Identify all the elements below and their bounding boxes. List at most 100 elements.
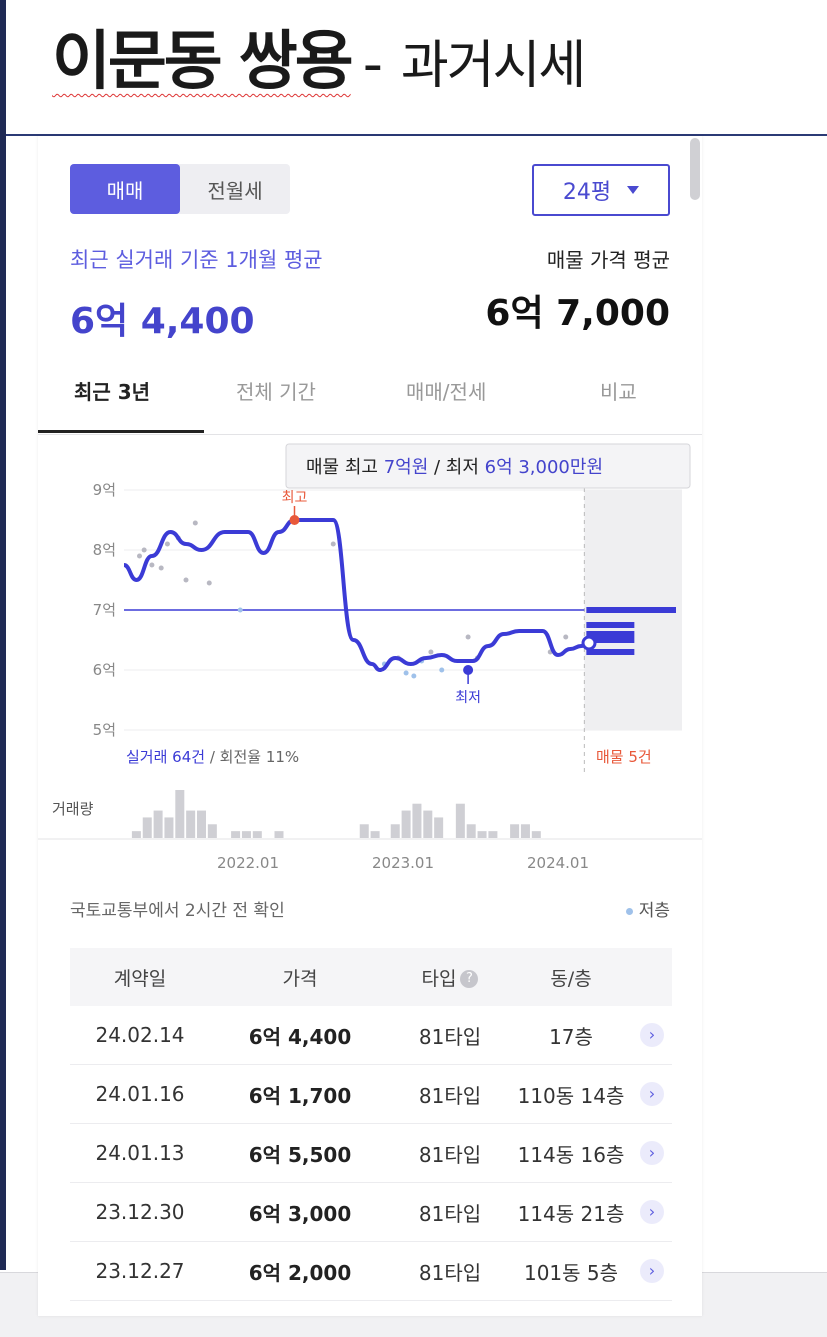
scatter-point: [183, 577, 189, 583]
legend-dot-icon: [625, 907, 633, 915]
tab-sale-rent[interactable]: 매매/전세: [406, 380, 487, 404]
row-type: 81타입: [418, 1142, 482, 1167]
scatter-point: [137, 553, 142, 559]
y-tick-label: 8억: [93, 541, 116, 559]
legend-low-label: 저층: [638, 901, 670, 921]
price-history-panel: 매매 전월세 24평 최근 실거래 기준 1개월 평균 6억 4,400 매물 …: [38, 136, 702, 1316]
x-tick-label: 2023.01: [372, 854, 434, 872]
row-date: 23.12.30: [95, 1200, 185, 1224]
row-type: 81타입: [418, 1083, 482, 1108]
help-icon[interactable]: ?: [460, 970, 479, 988]
tooltip-mid: / 최저: [428, 457, 484, 478]
chevron-right-icon[interactable]: ›: [640, 1259, 664, 1283]
row-price: 6억 3,000: [248, 1201, 352, 1226]
size-select[interactable]: 24평: [532, 164, 670, 216]
listing-count: 매물 5건: [596, 748, 652, 766]
volume-bars: [131, 790, 541, 838]
tab-compare[interactable]: 비교: [600, 380, 637, 404]
row-date: 24.01.16: [95, 1082, 185, 1106]
latest-point: [581, 635, 597, 651]
volume-bar: [488, 831, 498, 838]
chevron-right-icon[interactable]: ›: [640, 1023, 664, 1047]
scatter-points: [137, 520, 569, 679]
volume-bar: [510, 824, 520, 838]
scatter-point: [206, 580, 212, 586]
period-tabs: 최근 3년 전체 기간 매매/전세 비교: [38, 358, 702, 435]
scatter-point: [563, 634, 569, 640]
volume-bar: [466, 824, 476, 838]
header-price: 가격: [282, 967, 318, 990]
tab-sale[interactable]: 매매: [70, 164, 180, 214]
table-row[interactable]: 24.01.13 6억 5,500 81타입 114동 16층 ›: [70, 1124, 672, 1183]
legend-low-floor: 저층: [625, 896, 670, 921]
trades-summary: 실거래 64건 / 회전율 11%: [126, 748, 299, 766]
tooltip-high: 7억원: [384, 457, 429, 478]
scatter-point: [428, 649, 434, 655]
size-select-value: 24평: [562, 180, 612, 205]
scatter-point: [411, 673, 417, 679]
volume-bar: [252, 831, 262, 838]
table-row[interactable]: 23.12.30 6억 3,000 81타입 114동 21층 ›: [70, 1183, 672, 1242]
row-price: 6억 2,000: [248, 1260, 352, 1285]
peak-label: 최고: [282, 490, 308, 506]
x-tick-label: 2022.01: [217, 854, 279, 872]
row-unit: 101동 5층: [523, 1260, 619, 1285]
row-type: 81타입: [418, 1260, 482, 1285]
window-left-border: [0, 0, 6, 1270]
tab-all-period[interactable]: 전체 기간: [236, 380, 316, 404]
scatter-point: [141, 547, 147, 553]
chevron-right-icon[interactable]: ›: [640, 1200, 664, 1224]
table-row[interactable]: 23.12.27 6억 2,000 81타입 101동 5층 ›: [70, 1242, 672, 1301]
chevron-right-icon[interactable]: ›: [640, 1082, 664, 1106]
tooltip: 매물 최고 7억원 / 최저 6억 3,000만원: [285, 443, 691, 489]
scatter-point: [439, 667, 445, 673]
volume-bar: [131, 831, 141, 838]
volume-bar: [434, 817, 444, 838]
trough-label: 최저: [455, 690, 481, 706]
row-date: 24.01.13: [95, 1141, 185, 1165]
trough-point: [463, 665, 474, 675]
volume-bar: [520, 824, 530, 838]
table-row[interactable]: 24.01.16 6억 1,700 81타입 110동 14층 ›: [70, 1065, 672, 1124]
source-note: 국토교통부에서 2시간 전 확인: [70, 901, 285, 921]
y-tick-label: 7억: [93, 601, 116, 619]
listing-average-label: 매물 가격 평균: [546, 248, 670, 272]
recent-average-price: 6억 4,400: [70, 301, 255, 342]
page-title-main: 이문동 쌍용: [52, 25, 354, 99]
listing-average-price: 6억 7,000: [485, 293, 670, 334]
scrollbar-thumb[interactable]: [690, 138, 700, 200]
volume-bar: [274, 831, 284, 838]
price-line: [123, 518, 590, 672]
caret-down-icon: [627, 186, 640, 194]
row-unit: 17층: [549, 1024, 593, 1049]
header-unit: 동/층: [550, 967, 592, 990]
page-title-separator: -: [362, 32, 383, 97]
tab-rent[interactable]: 전월세: [207, 178, 263, 203]
volume-bar: [412, 803, 422, 838]
volume-label: 거래량: [52, 800, 94, 818]
row-unit: 110동 14층: [517, 1083, 625, 1108]
peak-point: [289, 515, 300, 525]
table-header: 계약일 가격 타입? 동/층: [70, 948, 672, 1006]
volume-bar: [153, 810, 163, 838]
header-date: 계약일: [113, 967, 167, 990]
page-title-sub: 과거시세: [400, 36, 586, 96]
row-unit: 114동 21층: [517, 1201, 625, 1226]
page-title: 이문동 쌍용 - 과거시세: [52, 10, 586, 102]
tab-recent-3y[interactable]: 최근 3년: [74, 380, 151, 404]
table-row[interactable]: 24.02.14 6억 4,400 81타입 17층 ›: [70, 1006, 672, 1065]
volume-bar: [241, 831, 251, 838]
active-tab-underline: [38, 430, 204, 433]
turnover-rate: / 회전율 11%: [205, 748, 299, 766]
row-date: 24.02.14: [95, 1023, 185, 1047]
chevron-right-icon[interactable]: ›: [640, 1141, 664, 1165]
x-tick-label: 2024.01: [527, 854, 589, 872]
y-tick-label: 9억: [93, 481, 116, 499]
volume-bar: [455, 803, 465, 838]
volume-bar: [186, 810, 196, 838]
row-price: 6억 4,400: [248, 1024, 352, 1049]
volume-bar: [197, 810, 206, 838]
y-axis-labels: 9억 8억 7억 6억 5억: [93, 481, 116, 739]
header-type-label: 타입: [421, 967, 457, 990]
